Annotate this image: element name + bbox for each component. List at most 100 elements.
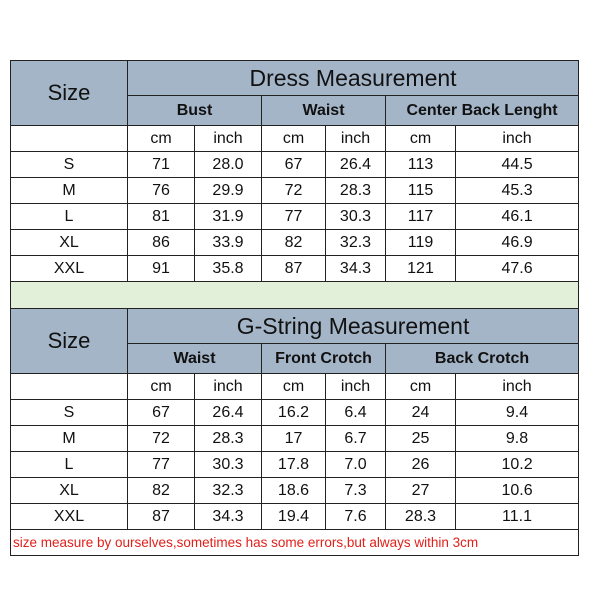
dress-value-cell: 115 bbox=[385, 177, 456, 204]
gstring-size-label: XXL bbox=[10, 503, 128, 530]
dress-table-row: M 76 29.9 72 28.3 115 45.3 bbox=[10, 177, 580, 204]
gstring-table-row: XXL 87 34.3 19.4 7.6 28.3 11.1 bbox=[10, 503, 580, 530]
gstring-value-cell: 77 bbox=[127, 451, 195, 478]
dress-size-header: Size bbox=[10, 60, 128, 126]
dress-value-cell: 34.3 bbox=[325, 255, 386, 282]
gstring-value-cell: 26 bbox=[385, 451, 456, 478]
gstring-value-cell: 11.1 bbox=[454, 503, 580, 530]
dress-value-cell: 46.9 bbox=[454, 229, 580, 256]
gstring-value-cell: 28.3 bbox=[385, 503, 456, 530]
gstring-table-row: L 77 30.3 17.8 7.0 26 10.2 bbox=[10, 451, 580, 478]
dress-value-cell: 77 bbox=[261, 203, 326, 230]
dress-value-cell: 91 bbox=[127, 255, 195, 282]
gstring-group-header: Front Crotch bbox=[261, 343, 386, 374]
gstring-title-row: Size G-String Measurement bbox=[10, 308, 580, 374]
gstring-size-header: Size bbox=[10, 308, 128, 374]
gstring-unit-label: inch bbox=[194, 373, 262, 400]
section-divider bbox=[9, 281, 580, 309]
dress-unit-blank bbox=[10, 125, 128, 152]
gstring-value-cell: 6.7 bbox=[325, 425, 386, 452]
dress-table-row: S 71 28.0 67 26.4 113 44.5 bbox=[10, 151, 580, 178]
gstring-value-cell: 10.2 bbox=[454, 451, 580, 478]
dress-value-cell: 82 bbox=[261, 229, 326, 256]
dress-value-cell: 113 bbox=[385, 151, 456, 178]
dress-value-cell: 31.9 bbox=[194, 203, 262, 230]
dress-value-cell: 32.3 bbox=[325, 229, 386, 256]
dress-group-row: Bust Waist Center Back Lenght bbox=[11, 95, 580, 126]
dress-value-cell: 117 bbox=[385, 203, 456, 230]
dress-value-cell: 30.3 bbox=[325, 203, 386, 230]
gstring-value-cell: 30.3 bbox=[194, 451, 262, 478]
gstring-value-cell: 34.3 bbox=[194, 503, 262, 530]
dress-unit-label: cm bbox=[385, 125, 456, 152]
gstring-value-cell: 28.3 bbox=[194, 425, 262, 452]
dress-value-cell: 46.1 bbox=[454, 203, 580, 230]
dress-unit-label: inch bbox=[194, 125, 262, 152]
gstring-value-cell: 9.4 bbox=[454, 399, 580, 426]
size-chart: Size Dress Measurement Bust Waist Center Bac… bbox=[9, 60, 580, 556]
gstring-value-cell: 82 bbox=[127, 477, 195, 504]
divider-cell bbox=[9, 281, 580, 309]
gstring-size-label: M bbox=[10, 425, 128, 452]
gstring-value-cell: 9.8 bbox=[454, 425, 580, 452]
gstring-size-label: XL bbox=[10, 477, 128, 504]
dress-unit-row: cm inch cm inch cm inch bbox=[10, 125, 580, 152]
gstring-title: G-String Measurement bbox=[126, 308, 580, 344]
dress-unit-label: cm bbox=[261, 125, 326, 152]
gstring-unit-row: cm inch cm inch cm inch bbox=[10, 373, 580, 400]
dress-value-cell: 71 bbox=[127, 151, 195, 178]
gstring-size-label: L bbox=[10, 451, 128, 478]
dress-group-header: Center Back Lenght bbox=[384, 95, 580, 126]
gstring-group-row: Waist Front Crotch Back Crotch bbox=[11, 343, 580, 374]
gstring-value-cell: 67 bbox=[127, 399, 195, 426]
gstring-value-cell: 7.3 bbox=[325, 477, 386, 504]
dress-size-label: XXL bbox=[10, 255, 128, 282]
dress-table-row: XXL 91 35.8 87 34.3 121 47.6 bbox=[10, 255, 580, 282]
gstring-value-cell: 87 bbox=[127, 503, 195, 530]
gstring-unit-label: cm bbox=[127, 373, 195, 400]
dress-value-cell: 72 bbox=[261, 177, 326, 204]
gstring-unit-label: cm bbox=[261, 373, 326, 400]
gstring-value-cell: 27 bbox=[385, 477, 456, 504]
gstring-table-row: XL 82 32.3 18.6 7.3 27 10.6 bbox=[10, 477, 580, 504]
dress-value-cell: 44.5 bbox=[454, 151, 580, 178]
gstring-value-cell: 17 bbox=[261, 425, 326, 452]
gstring-unit-label: inch bbox=[325, 373, 386, 400]
dress-title-row: Size Dress Measurement bbox=[10, 60, 580, 126]
gstring-table-row: S 67 26.4 16.2 6.4 24 9.4 bbox=[10, 399, 580, 426]
dress-size-label: L bbox=[10, 203, 128, 230]
measurement-note: size measure by ourselves,sometimes has … bbox=[9, 529, 580, 556]
gstring-unit-label: cm bbox=[385, 373, 456, 400]
dress-value-cell: 28.3 bbox=[325, 177, 386, 204]
dress-value-cell: 86 bbox=[127, 229, 195, 256]
dress-unit-label: inch bbox=[325, 125, 386, 152]
gstring-value-cell: 6.4 bbox=[325, 399, 386, 426]
dress-value-cell: 81 bbox=[127, 203, 195, 230]
dress-value-cell: 119 bbox=[385, 229, 456, 256]
gstring-size-label: S bbox=[10, 399, 128, 426]
gstring-value-cell: 24 bbox=[385, 399, 456, 426]
gstring-group-header: Waist bbox=[127, 343, 262, 374]
size-table-body: Size Dress Measurement Bust Waist Center Bac… bbox=[9, 60, 580, 556]
dress-size-label: M bbox=[10, 177, 128, 204]
dress-unit-label: cm bbox=[127, 125, 195, 152]
dress-value-cell: 28.0 bbox=[194, 151, 262, 178]
dress-group-header: Bust bbox=[127, 95, 262, 126]
dress-value-cell: 47.6 bbox=[454, 255, 580, 282]
dress-table-row: XL 86 33.9 82 32.3 119 46.9 bbox=[10, 229, 580, 256]
dress-group-header: Waist bbox=[261, 95, 386, 126]
gstring-value-cell: 19.4 bbox=[261, 503, 326, 530]
gstring-table-row: M 72 28.3 17 6.7 25 9.8 bbox=[10, 425, 580, 452]
dress-unit-label: inch bbox=[454, 125, 580, 152]
dress-size-label: XL bbox=[10, 229, 128, 256]
dress-size-label: S bbox=[10, 151, 128, 178]
gstring-value-cell: 7.0 bbox=[325, 451, 386, 478]
gstring-value-cell: 10.6 bbox=[454, 477, 580, 504]
dress-value-cell: 67 bbox=[261, 151, 326, 178]
gstring-value-cell: 72 bbox=[127, 425, 195, 452]
dress-value-cell: 87 bbox=[261, 255, 326, 282]
dress-value-cell: 33.9 bbox=[194, 229, 262, 256]
dress-value-cell: 29.9 bbox=[194, 177, 262, 204]
dress-value-cell: 26.4 bbox=[325, 151, 386, 178]
gstring-value-cell: 26.4 bbox=[194, 399, 262, 426]
